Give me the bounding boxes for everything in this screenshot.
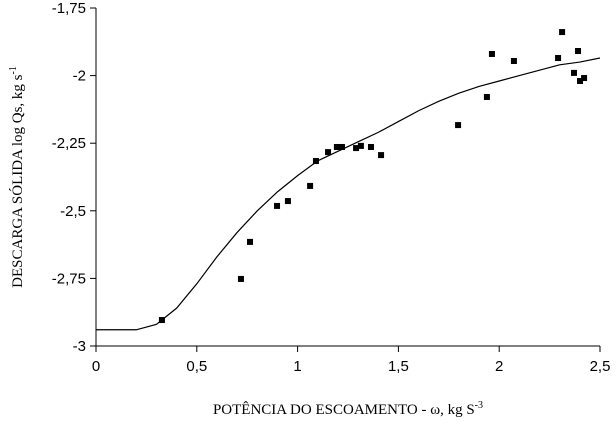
- x-tick-label: 2: [495, 358, 503, 375]
- point: [510, 57, 517, 64]
- point: [284, 198, 291, 205]
- point: [483, 93, 490, 100]
- point: [378, 152, 385, 159]
- y-tick-label: -3: [73, 338, 86, 355]
- x-tick-label: 2,5: [590, 358, 611, 375]
- point: [570, 69, 577, 76]
- point: [357, 142, 364, 149]
- fit-line: [96, 57, 601, 331]
- y-tick-label: -1,75: [52, 0, 86, 17]
- y-tick-label: -2,75: [52, 270, 86, 287]
- point: [338, 143, 345, 150]
- y-tick-label: -2,5: [60, 203, 86, 220]
- x-axis-title: POTÊNCIA DO ESCOAMENTO - ω, kg S-3: [213, 400, 483, 418]
- x-axis-title-text: POTÊNCIA DO ESCOAMENTO - ω, kg S: [213, 401, 475, 418]
- point: [555, 55, 562, 62]
- point: [307, 182, 314, 189]
- point: [353, 145, 360, 152]
- point: [367, 143, 374, 150]
- point: [581, 75, 588, 82]
- y-tick-label: -2: [73, 68, 86, 85]
- point: [333, 143, 340, 150]
- point: [577, 78, 584, 85]
- point: [559, 29, 566, 36]
- x-axis-title-sup: -3: [475, 400, 483, 411]
- x-tick-label: 1,5: [388, 358, 409, 375]
- point: [237, 275, 244, 282]
- y-tick-label: -2,25: [52, 135, 86, 152]
- x-tick-label: 0,5: [186, 358, 207, 375]
- x-tick-label: 0: [92, 358, 100, 375]
- x-tick-label: 1: [293, 358, 301, 375]
- point: [488, 50, 495, 57]
- point: [312, 158, 319, 165]
- point: [575, 47, 582, 54]
- y-axis-title-text: DESCARGA SÓLIDA log Qs, kg s: [9, 74, 26, 288]
- y-axis-title: DESCARGA SÓLIDA log Qs, kg s-1: [8, 66, 26, 288]
- point: [455, 122, 462, 129]
- point: [325, 149, 332, 156]
- point: [274, 202, 281, 209]
- point: [247, 238, 254, 245]
- y-axis-title-sup: -1: [8, 66, 19, 74]
